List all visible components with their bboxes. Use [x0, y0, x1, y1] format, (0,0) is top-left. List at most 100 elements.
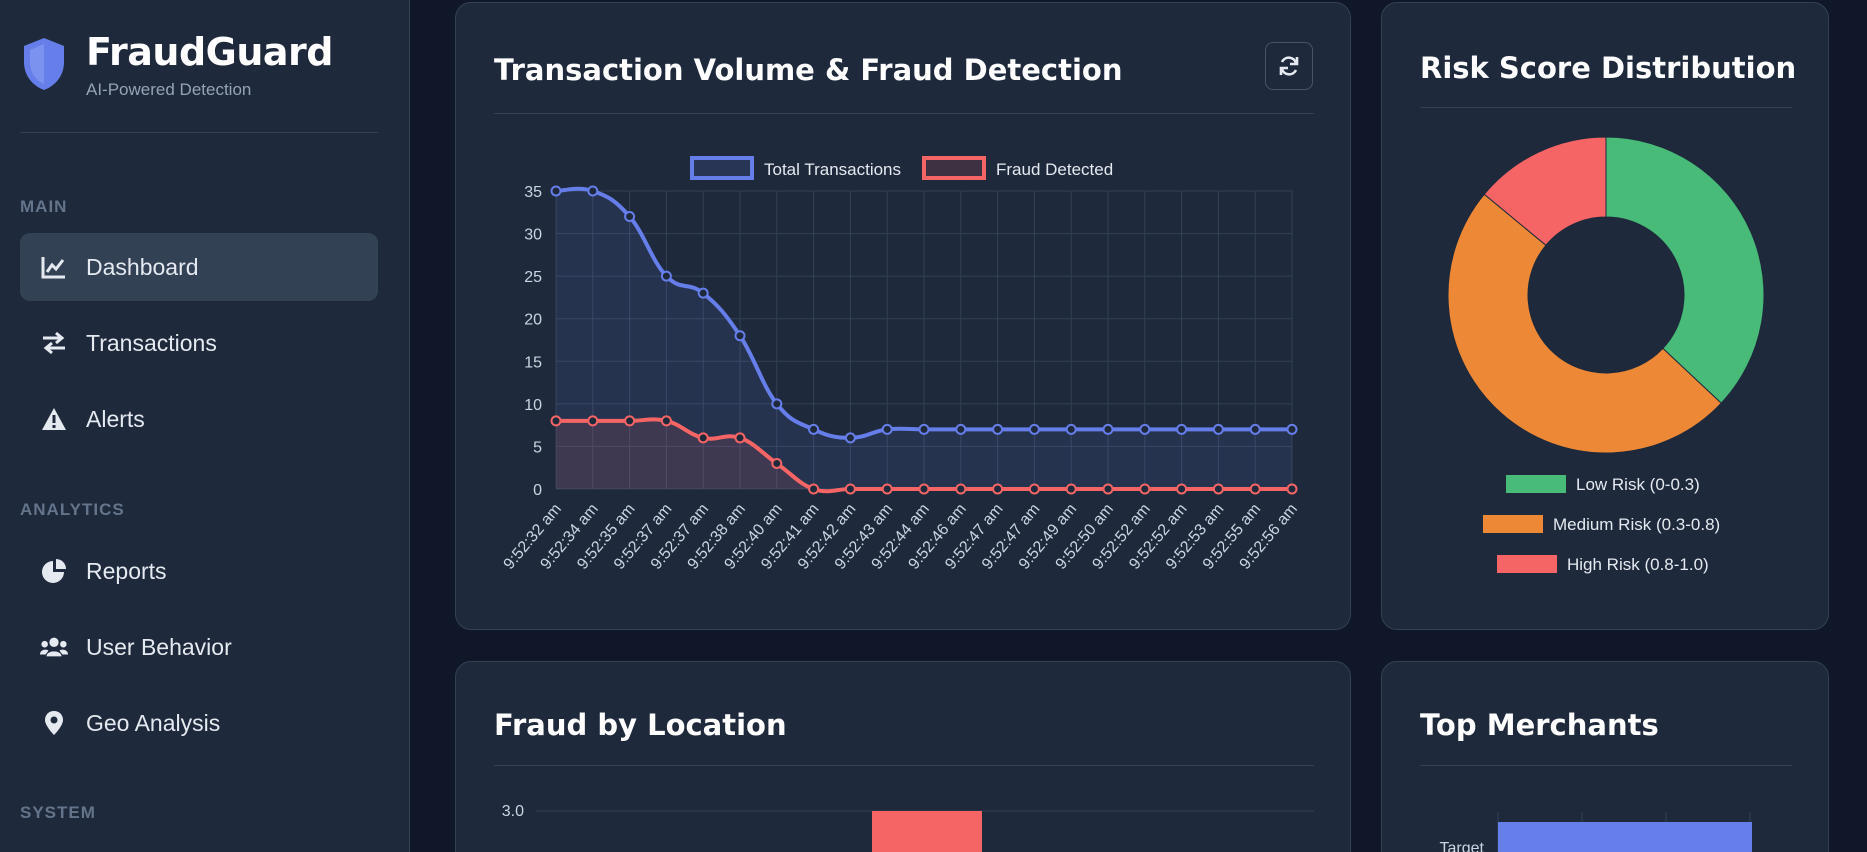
data-point: [918, 423, 930, 435]
data-point: [587, 415, 599, 427]
risk-distribution-card: Risk Score Distribution Low Risk (0-0.3)…: [1381, 2, 1829, 630]
y-tick-label: 20: [524, 312, 542, 329]
data-point: [918, 483, 930, 495]
data-point: [881, 483, 893, 495]
bar: [872, 811, 982, 852]
data-point: [697, 287, 709, 299]
brand-title: FraudGuard: [86, 30, 334, 74]
series-area: [556, 188, 1292, 489]
sidebar-item-user-behavior[interactable]: User Behavior: [20, 613, 378, 681]
data-point: [1212, 483, 1224, 495]
y-tick-label: 0: [533, 482, 542, 499]
pie-slice: [1483, 136, 1607, 246]
data-point: [734, 330, 746, 342]
legend-swatch: [1483, 515, 1543, 533]
sidebar-item-transactions[interactable]: Transactions: [20, 309, 378, 377]
legend-swatch: [1506, 475, 1566, 493]
data-point: [1065, 423, 1077, 435]
data-point: [844, 483, 856, 495]
fraud-by-location-card: Fraud by Location 3.0: [455, 661, 1351, 852]
card-divider: [1420, 107, 1792, 108]
top-merchants-card: Top Merchants Target: [1381, 661, 1829, 852]
risk-donut-chart: Low Risk (0-0.3) Medium Risk (0.3-0.8) Hig…: [1447, 136, 1765, 574]
exchange-arrows-icon: [40, 329, 68, 357]
section-label-system: SYSTEM: [20, 803, 96, 822]
pie-chart-icon: [40, 557, 68, 585]
data-point: [844, 432, 856, 444]
data-point: [1176, 483, 1188, 495]
card-title: Fraud by Location: [494, 708, 787, 742]
data-point: [992, 423, 1004, 435]
series-area: [556, 419, 1292, 492]
y-tick-label: 35: [524, 184, 542, 201]
y-tick-label: 10: [524, 397, 542, 414]
sidebar-item-label: Reports: [86, 557, 167, 584]
data-point: [808, 483, 820, 495]
data-point: [1102, 483, 1114, 495]
y-tick-label: 5: [533, 439, 542, 456]
sidebar-item-reports[interactable]: Reports: [20, 537, 378, 605]
data-point: [624, 415, 636, 427]
brand-divider: [20, 132, 378, 133]
data-point: [697, 432, 709, 444]
bar: [1498, 822, 1752, 852]
card-divider: [494, 113, 1314, 114]
legend-swatch: [922, 156, 986, 180]
sidebar-item-label: Transactions: [86, 329, 217, 356]
sidebar-item-dashboard[interactable]: Dashboard: [20, 233, 378, 301]
sidebar-item-label: Dashboard: [86, 253, 199, 280]
data-point: [1176, 423, 1188, 435]
data-point: [771, 457, 783, 469]
pie-slice: [1605, 136, 1765, 404]
legend-label: Medium Risk (0.3-0.8): [1553, 515, 1720, 534]
data-point: [771, 398, 783, 410]
y-tick-label: 3.0: [502, 803, 524, 820]
warning-triangle-icon: [40, 405, 68, 433]
legend-label: Low Risk (0-0.3): [1576, 475, 1700, 494]
sidebar-item-label: Geo Analysis: [86, 709, 221, 736]
data-point: [1212, 423, 1224, 435]
refresh-icon: [1279, 56, 1299, 76]
y-tick-label: Target: [1440, 840, 1485, 852]
refresh-button[interactable]: [1265, 42, 1313, 90]
data-point: [1139, 483, 1151, 495]
card-divider: [494, 765, 1314, 766]
data-point: [587, 185, 599, 197]
transaction-volume-card: Transaction Volume & Fraud Detection 0 5 1…: [455, 2, 1351, 630]
data-point: [550, 415, 562, 427]
data-point: [660, 415, 672, 427]
data-point: [660, 270, 672, 282]
section-label-main: MAIN: [20, 197, 68, 216]
sidebar-item-label: Alerts: [86, 405, 145, 432]
data-point: [808, 423, 820, 435]
top-merchants-bar-chart: Target: [1440, 812, 1752, 852]
data-point: [1102, 423, 1114, 435]
y-tick-label: 25: [524, 269, 542, 286]
data-point: [1286, 483, 1298, 495]
legend-swatch: [1497, 555, 1557, 573]
brand: FraudGuard AI-Powered Detection: [20, 30, 334, 100]
data-point: [1286, 423, 1298, 435]
data-point: [734, 432, 746, 444]
card-title: Top Merchants: [1420, 708, 1659, 742]
users-icon: [40, 633, 68, 661]
map-pin-icon: [40, 709, 68, 737]
card-title: Risk Score Distribution: [1420, 51, 1797, 85]
data-point: [624, 211, 636, 223]
data-point: [1065, 483, 1077, 495]
y-tick-label: 15: [524, 354, 542, 371]
sidebar-item-geo-analysis[interactable]: Geo Analysis: [20, 689, 378, 757]
legend-label: High Risk (0.8-1.0): [1567, 555, 1709, 574]
sidebar-item-label: User Behavior: [86, 633, 232, 660]
fraud-location-bar-chart: 3.0: [502, 803, 1314, 852]
section-label-analytics: ANALYTICS: [20, 500, 125, 519]
card-title: Transaction Volume & Fraud Detection: [494, 53, 1123, 87]
data-point: [881, 423, 893, 435]
data-point: [992, 483, 1004, 495]
sidebar-item-alerts[interactable]: Alerts: [20, 385, 378, 453]
data-point: [1249, 483, 1261, 495]
data-point: [955, 423, 967, 435]
data-point: [550, 185, 562, 197]
legend-swatch: [690, 156, 754, 180]
